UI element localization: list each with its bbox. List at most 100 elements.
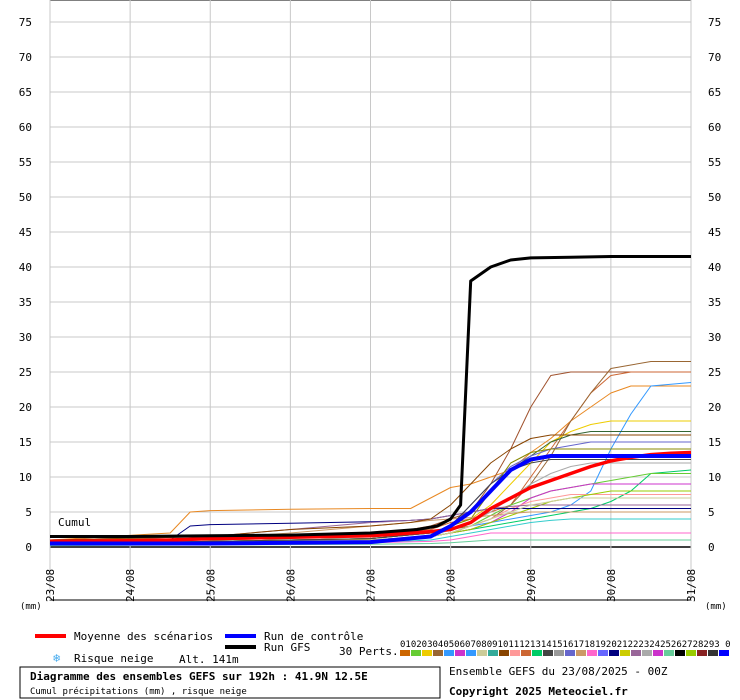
pert-color-swatch	[433, 650, 443, 656]
cumul-annotation: Cumul	[58, 516, 91, 529]
pert-color-swatch	[631, 650, 641, 656]
legend-perts-label: 30 Perts.	[339, 645, 399, 658]
y-tick-label-left: 15	[19, 436, 32, 449]
y-tick-label-left: 60	[19, 121, 32, 134]
pert-color-swatch	[444, 650, 454, 656]
x-axis: 23/08 24/08 25/08 26/08 27/08 28/08 29/08 30/08…	[44, 569, 698, 602]
y-tick-label-left: 0	[25, 541, 32, 554]
pert-color-swatch	[554, 650, 564, 656]
unit-label-left: (mm)	[20, 602, 42, 612]
footer-title: Diagramme des ensembles GEFS sur 192h : …	[30, 670, 368, 683]
pert-color-swatch	[532, 650, 542, 656]
pert-color-swatch	[653, 650, 663, 656]
pert-color-swatch	[697, 650, 707, 656]
y-tick-label-left: 40	[19, 261, 32, 274]
pert-color-swatch	[675, 650, 685, 656]
legend-pert-numbers: 0102030405060708091011121314151617181920…	[400, 640, 731, 650]
pert-color-swatch	[708, 650, 718, 656]
y-tick-label-right: 30	[708, 331, 721, 344]
control-line	[50, 454, 691, 546]
main-series	[49, 255, 692, 546]
y-tick-label-left: 75	[19, 16, 32, 29]
y-tick-label-left: 5	[25, 506, 32, 519]
y-tick-label-right: 55	[708, 156, 721, 169]
pert-color-swatch	[664, 650, 674, 656]
perturbation-line	[49, 504, 691, 541]
footer-subtitle: Cumul précipitations (mm) , risque neige	[30, 686, 247, 697]
y-tick-label-right: 10	[708, 471, 721, 484]
pert-color-swatches	[400, 650, 729, 656]
y-tick-label-left: 20	[19, 401, 32, 414]
pert-color-swatch	[587, 650, 597, 656]
pert-color-swatch	[686, 650, 696, 656]
pert-color-swatch	[620, 650, 630, 656]
y-tick-label-right: 70	[708, 51, 721, 64]
pert-color-swatch	[719, 650, 729, 656]
pert-color-swatch	[565, 650, 575, 656]
perturbation-line	[49, 385, 691, 541]
y-tick-label-left: 45	[19, 226, 32, 239]
pert-color-swatch	[598, 650, 608, 656]
x-tick-label: 28/08	[445, 569, 458, 602]
legend: Moyenne des scénarios Run de contrôle Ru…	[35, 630, 731, 666]
pert-color-swatch	[510, 650, 520, 656]
x-tick-label: 24/08	[124, 569, 137, 602]
pert-color-swatch	[411, 650, 421, 656]
footer-run-info: Ensemble GEFS du 23/08/2025 - 00Z	[449, 665, 668, 678]
y-tick-label-left: 55	[19, 156, 32, 169]
pert-color-swatch	[642, 650, 652, 656]
x-tick-label: 23/08	[44, 569, 57, 602]
pert-color-swatch	[609, 650, 619, 656]
x-tick-label: 27/08	[365, 569, 378, 602]
y-tick-label-right: 75	[708, 16, 721, 29]
y-tick-label-right: 65	[708, 86, 721, 99]
y-tick-label-right: 15	[708, 436, 721, 449]
y-tick-label-left: 25	[19, 366, 32, 379]
x-tick-label: 26/08	[284, 569, 297, 602]
pert-color-swatch	[400, 650, 410, 656]
x-tick-label: 25/08	[204, 569, 217, 602]
y-tick-label-right: 25	[708, 366, 721, 379]
y-tick-label-left: 30	[19, 331, 32, 344]
snowflake-icon: ❄	[53, 651, 60, 665]
grid	[49, 0, 692, 600]
footer-box	[19, 666, 441, 699]
legend-mean-label: Moyenne des scénarios	[74, 630, 213, 643]
pert-color-swatch	[521, 650, 531, 656]
pert-color-swatch	[543, 650, 553, 656]
y-tick-label-left: 10	[19, 471, 32, 484]
gfs-line	[50, 255, 691, 538]
legend-gfs-label: Run GFS	[264, 641, 310, 654]
unit-label-right: (mm)	[705, 602, 727, 612]
mean-line	[49, 450, 692, 544]
y-tick-label-left: 65	[19, 86, 32, 99]
pert-color-swatch	[576, 650, 586, 656]
footer-copyright: Copyright 2025 Meteociel.fr	[449, 685, 628, 698]
legend-altitude: Alt. 141m	[179, 653, 239, 666]
perturbation-line	[49, 532, 691, 546]
y-tick-label-right: 35	[708, 296, 721, 309]
legend-control-label: Run de contrôle	[264, 630, 363, 643]
perturbation-line	[49, 434, 691, 541]
y-tick-label-right: 40	[708, 261, 721, 274]
y-tick-label-left: 70	[19, 51, 32, 64]
y-tick-label-left: 50	[19, 191, 32, 204]
y-tick-label-right: 50	[708, 191, 721, 204]
pert-color-swatch	[422, 650, 432, 656]
y-tick-label-right: 0	[708, 541, 715, 554]
x-tick-label: 29/08	[525, 569, 538, 602]
y-tick-label-right: 45	[708, 226, 721, 239]
y-tick-label-right: 5	[708, 506, 715, 519]
pert-color-swatch	[488, 650, 498, 656]
pert-color-swatch	[499, 650, 509, 656]
x-tick-label: 31/08	[685, 569, 698, 602]
pert-color-swatch	[466, 650, 476, 656]
y-tick-label-right: 20	[708, 401, 721, 414]
y-tick-label-left: 35	[19, 296, 32, 309]
pert-color-swatch	[455, 650, 465, 656]
y-tick-label-right: 60	[708, 121, 721, 134]
perturbation-line	[49, 518, 691, 546]
